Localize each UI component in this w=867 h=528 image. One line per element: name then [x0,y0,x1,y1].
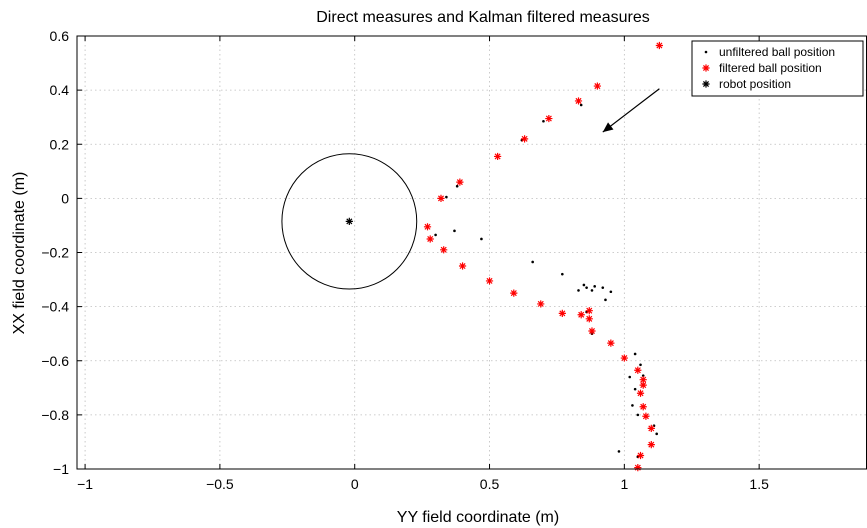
filtered-ball-position-point [655,41,663,50]
filtered-ball-position-point [588,327,596,335]
filtered-ball-position-point [639,376,647,384]
filtered-ball-position-point [634,464,642,472]
filtered-ball-position-point [558,309,566,317]
legend: unfiltered ball position filtered ball po… [691,40,864,97]
x-tick-label: 1.5 [749,476,769,492]
filtered-ball-position-point [607,339,615,347]
filtered-ball-position-point [620,354,628,362]
filtered-ball-position-point [636,451,645,460]
y-tick-label: −0.2 [41,245,69,261]
filtered-ball-position-point [574,97,583,105]
filtered-ball-position-point [636,389,645,397]
filtered-ball-position-point [585,315,593,323]
filtered-ball-position-point [537,300,545,308]
y-tick-label: −0.4 [41,299,69,315]
legend-label: filtered ball position [719,61,822,75]
filtered-ball-position-point [647,424,655,433]
unfiltered-ball-position-point [531,260,534,264]
unfiltered-ball-position-point [480,237,483,241]
legend-marker [704,50,708,54]
filtered-ball-position-point [577,311,585,319]
series-unfiltered-ball-position [434,103,658,459]
filtered-ball-position-point [437,194,445,202]
unfiltered-ball-position-point [542,119,545,123]
legend-marker [702,80,710,88]
axis-ticks: −1 −0.5 0 0.5 1 1.5 0.6 0.4 0.2 0 −0.2 −0.4 −0.6 −0.8… [41,28,769,492]
y-tick-label: −0.8 [41,407,69,423]
unfiltered-ball-position-point [609,290,613,294]
direction-arrow-head [602,122,614,133]
filtered-ball-position-point [647,441,655,449]
filtered-ball-position-point [639,381,647,389]
data-points [345,41,663,472]
direction-arrow-shaft [602,88,660,133]
filtered-ball-position-point [426,235,434,243]
unfiltered-ball-position-point [585,286,588,289]
y-tick-label: 0.6 [50,28,70,44]
x-tick-label: 0 [351,476,359,492]
unfiltered-ball-position-point [641,374,645,377]
filtered-ball-position-point [510,289,518,297]
unfiltered-ball-position-point [633,352,637,356]
unfiltered-ball-position-point [453,229,456,233]
unfiltered-ball-position-point [617,450,621,453]
legend-label: unfiltered ball position [719,45,835,59]
x-tick-label: 1 [620,476,628,492]
unfiltered-ball-position-point [561,272,564,276]
y-tick-label: 0.4 [50,82,70,98]
x-axis-title: YY field coordinate (m) [397,509,559,526]
legend-label: robot position [719,77,791,91]
filtered-ball-position-point [520,135,529,143]
unfiltered-ball-position-point [434,233,437,237]
unfiltered-ball-position-point [631,404,634,407]
unfiltered-ball-position-point [455,184,459,188]
grid [77,35,867,470]
y-tick-label: −1 [53,461,69,477]
y-tick-label: 0 [61,190,69,206]
y-tick-label: 0.2 [50,136,70,152]
unfiltered-ball-position-point [579,103,583,107]
series-robot-position [345,217,353,225]
filtered-ball-position-point [545,114,553,123]
filtered-ball-position-point [585,307,593,315]
x-tick-label: −1 [77,476,93,492]
chart-title: Direct measures and Kalman filtered meas… [316,9,649,26]
unfiltered-ball-position-point [601,286,605,289]
unfiltered-ball-position-point [590,289,594,292]
unfiltered-ball-position-point [445,195,448,199]
filtered-ball-position-point [494,152,502,161]
unfiltered-ball-position-point [633,387,637,391]
y-tick-label: −0.6 [41,353,69,369]
unfiltered-ball-position-point [636,413,640,417]
robot-radius-circle [281,153,418,290]
robot-position-point [345,217,353,225]
x-tick-label: −0.5 [206,476,234,492]
filtered-ball-position-point [634,366,642,374]
unfiltered-ball-position-point [577,289,580,292]
filtered-ball-position-point [458,262,467,270]
unfiltered-ball-position-point [604,298,607,302]
unfiltered-ball-position-point [628,375,632,379]
filtered-ball-position-point [485,277,494,285]
x-tick-label: 0.5 [480,476,500,492]
filtered-ball-position-point [642,412,650,420]
unfiltered-ball-position-point [582,283,586,287]
filtered-ball-position-point [456,178,464,186]
filtered-ball-position-point [593,82,601,90]
legend-box [691,40,864,97]
filtered-ball-position-point [440,246,448,254]
unfiltered-ball-position-point [655,432,658,436]
series-filtered-ball-position [423,41,663,472]
filtered-ball-position-point [423,223,432,231]
y-axis-title: XX field coordinate (m) [11,172,28,335]
annotations [281,88,660,290]
unfiltered-ball-position-point [639,363,642,367]
unfiltered-ball-position-point [593,285,596,288]
legend-marker [702,64,710,72]
filtered-ball-position-point [639,403,647,411]
